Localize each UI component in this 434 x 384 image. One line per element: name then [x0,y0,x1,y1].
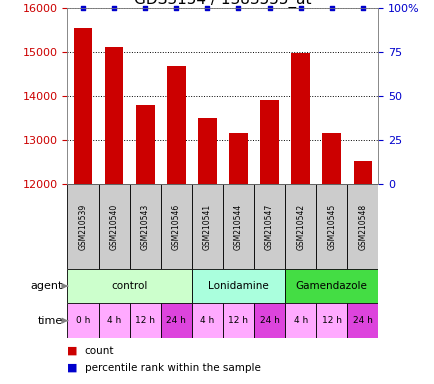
Bar [167,66,185,184]
Point [234,5,241,11]
Bar [285,269,378,303]
Bar [316,184,347,269]
Text: GSM210543: GSM210543 [140,204,149,250]
Bar [222,184,253,269]
Bar [229,132,247,184]
Bar [135,105,154,184]
Text: GSM210546: GSM210546 [171,204,181,250]
Bar [316,303,347,338]
Text: 24 h: 24 h [259,316,279,325]
Text: GSM210548: GSM210548 [358,204,367,250]
Bar [222,303,253,338]
Text: agent: agent [31,281,63,291]
Text: 0 h: 0 h [76,316,90,325]
Text: 12 h: 12 h [228,316,248,325]
Text: GSM210539: GSM210539 [78,204,87,250]
Text: 4 h: 4 h [293,316,307,325]
Bar [161,184,191,269]
Text: Gamendazole: Gamendazole [295,281,367,291]
Bar [105,47,123,184]
Bar [197,118,216,184]
Text: 24 h: 24 h [166,316,186,325]
Text: GSM210545: GSM210545 [326,204,335,250]
Bar [253,303,285,338]
Point [110,5,117,11]
Title: GDS3154 / 1383555_at: GDS3154 / 1383555_at [134,0,311,8]
Text: percentile rank within the sample: percentile rank within the sample [85,363,260,373]
Bar [253,184,285,269]
Text: GSM210541: GSM210541 [202,204,211,250]
Bar [67,303,98,338]
Bar [191,184,223,269]
Text: ■: ■ [67,363,78,373]
Bar [161,303,191,338]
Point [266,5,273,11]
Point [358,5,365,11]
Point [204,5,210,11]
Text: 12 h: 12 h [321,316,341,325]
Bar [346,184,378,269]
Bar [285,303,316,338]
Bar [129,303,161,338]
Bar [98,303,129,338]
Text: GSM210542: GSM210542 [296,204,305,250]
Bar [73,28,92,184]
Bar [67,269,191,303]
Point [328,5,335,11]
Bar [191,269,285,303]
Point [172,5,179,11]
Bar [67,184,98,269]
Point [296,5,303,11]
Text: 4 h: 4 h [200,316,214,325]
Bar [291,53,309,184]
Text: Lonidamine: Lonidamine [207,281,268,291]
Bar [129,184,161,269]
Text: 12 h: 12 h [135,316,155,325]
Text: 4 h: 4 h [107,316,121,325]
Text: 24 h: 24 h [352,316,372,325]
Point [141,5,148,11]
Text: ■: ■ [67,346,78,356]
Bar [260,101,278,184]
Text: control: control [111,281,148,291]
Bar [353,161,372,184]
Text: count: count [85,346,114,356]
Bar [322,132,340,184]
Text: time: time [38,316,63,326]
Point [79,5,86,11]
Bar [98,184,129,269]
Bar [285,184,316,269]
Text: GSM210544: GSM210544 [233,204,243,250]
Bar [346,303,378,338]
Bar [191,303,223,338]
Text: GSM210547: GSM210547 [264,204,273,250]
Text: GSM210540: GSM210540 [109,204,118,250]
